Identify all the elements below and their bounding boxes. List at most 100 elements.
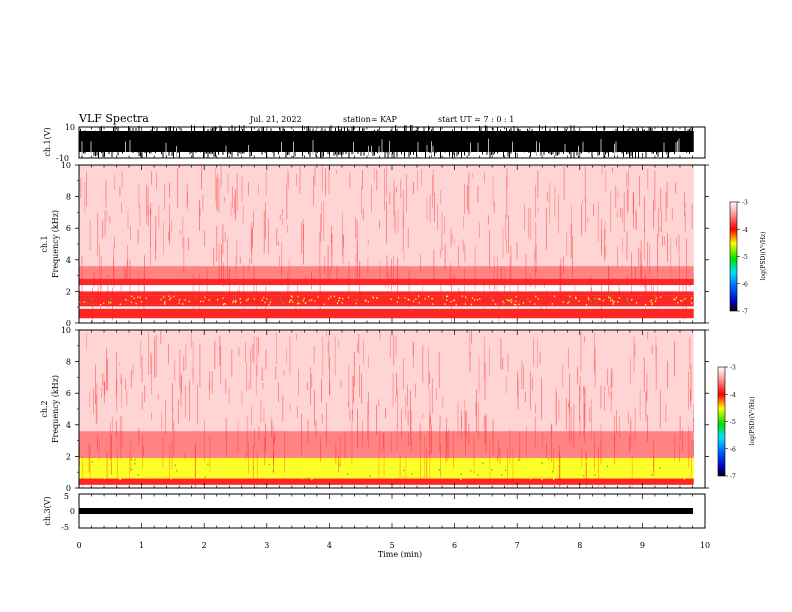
ch1-hotspot — [376, 297, 378, 300]
ch2-speckle — [610, 391, 612, 399]
ch1-hotspot — [518, 300, 520, 303]
ch1-hotspot — [466, 298, 468, 300]
ch1-hotspot — [397, 296, 400, 299]
ch1-hotspot — [323, 303, 325, 305]
ch1-hotspot — [575, 297, 577, 300]
ch1-waveform-trace — [78, 125, 694, 158]
ch2-speckle — [385, 408, 386, 419]
ch2-speckle — [357, 408, 358, 448]
ch1-speckle — [489, 230, 490, 269]
ch1-hotspot — [618, 297, 620, 299]
ch2-speckle — [428, 347, 429, 390]
ch2-speckle — [368, 355, 369, 369]
ch2-hotspot — [164, 458, 166, 460]
ch2-hotspot — [126, 466, 128, 468]
ch1-speckle — [639, 175, 640, 207]
ch2-speckle — [353, 352, 355, 387]
ch1-speckle — [220, 165, 222, 187]
ch1-speckle — [684, 191, 685, 217]
ch2-speckle — [445, 431, 447, 451]
ch2-hotspot — [130, 458, 132, 461]
ch2-speckle — [129, 452, 130, 488]
ch2-speckle — [478, 356, 480, 394]
ch1-hotspot — [587, 296, 589, 299]
ch1-speckle — [582, 199, 583, 204]
ch1-hotspot — [182, 303, 184, 305]
ch1-speckle — [664, 236, 665, 246]
ch2-hotspot — [487, 475, 489, 478]
ch2-speckle — [161, 411, 163, 431]
ch1-speckle — [537, 207, 539, 214]
ch1-speckle — [287, 169, 289, 184]
ch3-waveform-panel: 5 0 -5 ch.3(V) — [43, 492, 706, 532]
ch1-hotspot — [164, 303, 166, 305]
ch2-hotspot — [203, 466, 206, 469]
ch1-speckle — [638, 248, 640, 267]
ch2-hotspot — [336, 470, 338, 473]
ch1-speckle — [373, 169, 375, 183]
ch1-hotspot — [609, 299, 612, 302]
ch1-speckle — [618, 285, 620, 304]
ch2-speckle — [630, 421, 632, 431]
ch2-hotspot — [162, 476, 164, 478]
ch1-speckle — [222, 223, 224, 243]
xtick-label: 4 — [327, 541, 332, 550]
ch2-speckle — [426, 448, 428, 482]
ch2-speckle — [98, 441, 100, 460]
ch2-speckle — [349, 409, 351, 422]
ch1-speckle — [608, 265, 610, 293]
ch1-speckle — [198, 273, 200, 316]
ch1-speckle — [517, 283, 519, 316]
ch1-spectrogram-ylabel-frequency: Frequency (kHz) — [51, 210, 60, 278]
ch2-speckle — [594, 430, 595, 448]
ch2-hotspot — [438, 469, 440, 471]
ch1-speckle — [684, 202, 686, 208]
ch2-hotspot — [142, 466, 144, 469]
ch2-speckle — [483, 336, 485, 381]
ch2-band-1 — [79, 457, 694, 479]
ch2-speckle — [502, 357, 504, 370]
ch1-speckle — [646, 277, 648, 296]
ch2-speckle — [406, 384, 408, 407]
ch2-hotspot — [301, 459, 303, 461]
ch2-speckle — [573, 404, 575, 449]
ch2-speckle — [214, 340, 216, 370]
ch2-speckle — [256, 450, 258, 488]
ch2-speckle — [485, 413, 487, 454]
ch1-speckle — [621, 237, 623, 253]
ch2-hotspot — [459, 467, 462, 469]
ch1-band-4 — [79, 278, 694, 286]
ch1-speckle — [113, 269, 115, 288]
ch2-hotspot — [193, 477, 195, 479]
ch1-hotspot — [139, 296, 141, 299]
ch2-speckle — [284, 430, 286, 473]
ch1-hotspot — [239, 297, 241, 300]
ch2-speckle — [278, 382, 279, 403]
ch1-hotspot — [502, 303, 504, 305]
ch2-hotspot — [547, 458, 550, 460]
ch1-speckle — [114, 236, 115, 248]
ch1-speckle — [342, 234, 344, 264]
ch2-speckle — [693, 418, 695, 433]
ch2-hotspot — [482, 462, 484, 465]
ch1-speckle — [137, 229, 139, 244]
ch1-speckle — [500, 266, 502, 279]
ch1-speckle — [89, 220, 91, 251]
ch2-hotspot — [594, 474, 596, 476]
ch1-speckle — [504, 282, 505, 307]
ch1-speckle — [601, 280, 603, 323]
ch1-speckle — [121, 202, 122, 214]
ch2-speckle — [422, 412, 424, 420]
ch1-speckle — [650, 283, 652, 300]
ch1-speckle — [678, 255, 680, 298]
ch1-speckle — [143, 275, 145, 311]
ch2-hotspot — [124, 476, 126, 478]
ch2-speckle — [577, 366, 578, 385]
ch2-speckle — [555, 391, 557, 426]
ch2-speckle — [244, 342, 246, 363]
ch2-speckle — [562, 364, 564, 388]
ch1-hotspot — [450, 301, 452, 303]
ch2-speckle — [225, 379, 227, 394]
ch2-speckle — [88, 443, 90, 472]
ch2-hotspot — [146, 467, 148, 470]
